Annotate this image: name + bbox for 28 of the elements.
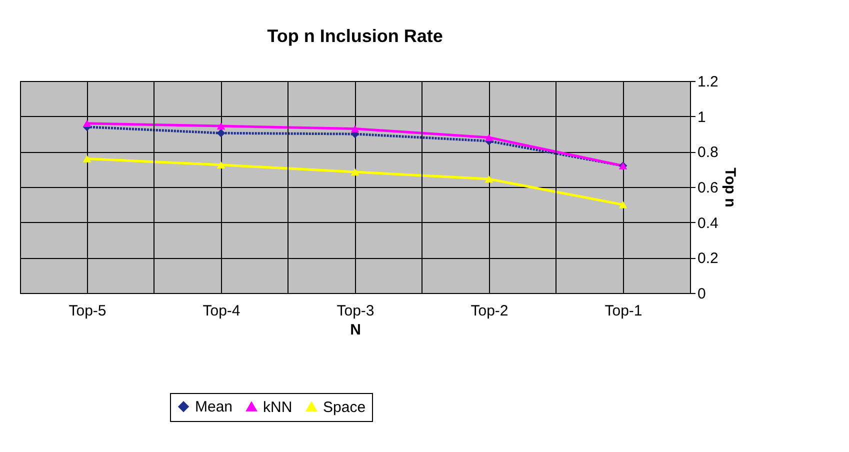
x-tick-label: Top-2 xyxy=(470,302,508,320)
chart-title: Top n Inclusion Rate xyxy=(267,26,443,46)
x-tick-label: Top-5 xyxy=(68,302,106,320)
y-tick-label: 0.8 xyxy=(698,144,718,162)
x-tick-label: Top-1 xyxy=(604,302,642,320)
point xyxy=(618,201,628,208)
point xyxy=(350,168,360,176)
y-tick-label: 0.6 xyxy=(698,180,718,196)
point xyxy=(82,155,92,162)
point xyxy=(350,125,360,132)
point xyxy=(82,120,92,128)
x-axis-title: N xyxy=(350,322,361,338)
legend-label: Mean xyxy=(195,398,233,416)
x-tick-label: Top-3 xyxy=(336,302,374,320)
y-axis-title: Top n xyxy=(721,168,738,208)
legend-label: kNN xyxy=(263,398,292,416)
point xyxy=(484,134,494,142)
y-tick-label: 0 xyxy=(698,286,706,302)
x-tick-label: Top-4 xyxy=(202,302,240,320)
y-tick-label: 1 xyxy=(698,108,706,126)
y-tick-label: 1.2 xyxy=(698,74,718,90)
point xyxy=(484,175,494,183)
point xyxy=(216,161,226,169)
y-tick-label: 0.2 xyxy=(698,250,718,268)
point xyxy=(216,122,226,130)
point xyxy=(216,128,226,138)
y-tick-label: 0.4 xyxy=(698,214,718,232)
legend-label: Space xyxy=(323,398,366,416)
